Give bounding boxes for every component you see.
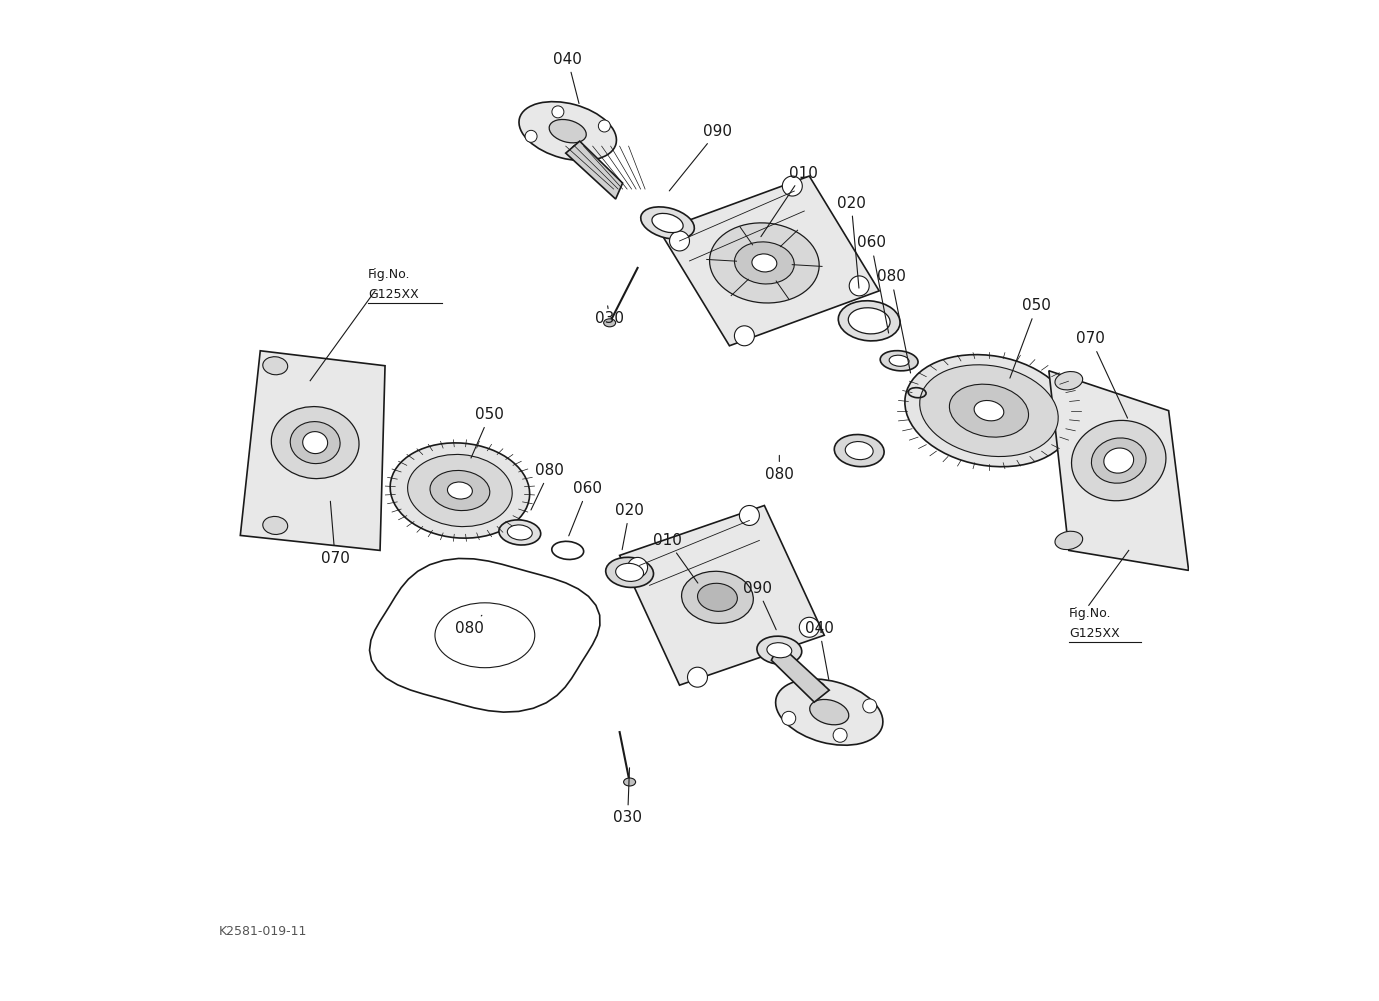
- Text: 080: 080: [877, 269, 910, 373]
- Ellipse shape: [1091, 438, 1146, 483]
- Ellipse shape: [303, 431, 328, 453]
- Ellipse shape: [549, 119, 586, 143]
- Text: 050: 050: [1009, 298, 1051, 378]
- Polygon shape: [619, 506, 825, 685]
- Ellipse shape: [775, 679, 883, 745]
- Ellipse shape: [623, 778, 636, 786]
- Ellipse shape: [1055, 371, 1083, 389]
- Ellipse shape: [1103, 448, 1134, 473]
- Ellipse shape: [735, 242, 794, 284]
- Ellipse shape: [499, 520, 541, 545]
- Text: 040: 040: [805, 621, 834, 680]
- Circle shape: [525, 130, 536, 142]
- Text: 090: 090: [669, 124, 732, 191]
- Text: 080: 080: [455, 616, 484, 636]
- Text: 040: 040: [553, 52, 582, 103]
- Ellipse shape: [889, 355, 909, 366]
- Ellipse shape: [845, 441, 873, 459]
- Circle shape: [571, 144, 583, 156]
- Ellipse shape: [767, 643, 792, 658]
- Text: 070: 070: [321, 502, 349, 566]
- Text: 010: 010: [761, 165, 818, 236]
- Ellipse shape: [681, 572, 753, 624]
- Polygon shape: [771, 645, 829, 702]
- Ellipse shape: [263, 356, 288, 374]
- Ellipse shape: [604, 319, 615, 326]
- Ellipse shape: [408, 454, 512, 527]
- Ellipse shape: [710, 223, 819, 303]
- Ellipse shape: [838, 300, 900, 341]
- Text: 070: 070: [1077, 331, 1128, 418]
- Circle shape: [735, 325, 754, 345]
- Ellipse shape: [1055, 532, 1083, 550]
- Polygon shape: [565, 141, 623, 199]
- Ellipse shape: [752, 254, 776, 272]
- Polygon shape: [1049, 370, 1189, 571]
- Text: 060: 060: [856, 235, 888, 333]
- Ellipse shape: [652, 213, 683, 232]
- Ellipse shape: [809, 700, 849, 725]
- Ellipse shape: [880, 350, 918, 370]
- Circle shape: [863, 699, 877, 713]
- Circle shape: [739, 506, 760, 526]
- Text: 020: 020: [615, 503, 644, 550]
- Circle shape: [670, 231, 690, 251]
- Text: G125XX: G125XX: [1069, 628, 1120, 641]
- Text: G125XX: G125XX: [368, 288, 419, 301]
- Ellipse shape: [905, 354, 1073, 466]
- Ellipse shape: [974, 400, 1004, 420]
- Circle shape: [782, 712, 796, 726]
- Polygon shape: [240, 350, 385, 551]
- Text: 060: 060: [568, 481, 603, 536]
- Circle shape: [627, 558, 648, 578]
- Ellipse shape: [430, 470, 490, 511]
- Text: 080: 080: [531, 463, 564, 510]
- Circle shape: [849, 276, 869, 296]
- Ellipse shape: [272, 406, 359, 478]
- Ellipse shape: [949, 384, 1029, 437]
- Ellipse shape: [507, 525, 532, 540]
- Circle shape: [800, 618, 819, 638]
- Ellipse shape: [641, 207, 695, 239]
- Ellipse shape: [834, 434, 884, 466]
- Text: 010: 010: [654, 533, 698, 584]
- Circle shape: [811, 682, 826, 696]
- Polygon shape: [659, 176, 880, 345]
- Ellipse shape: [390, 442, 530, 539]
- Ellipse shape: [519, 102, 616, 160]
- Ellipse shape: [605, 558, 654, 588]
- Ellipse shape: [263, 517, 288, 535]
- Circle shape: [688, 668, 707, 687]
- Ellipse shape: [447, 482, 473, 499]
- Text: Fig.No.: Fig.No.: [1069, 608, 1111, 621]
- Circle shape: [833, 729, 847, 743]
- Text: Fig.No.: Fig.No.: [368, 268, 411, 281]
- Text: 030: 030: [614, 768, 643, 826]
- Circle shape: [552, 106, 564, 118]
- Ellipse shape: [1071, 420, 1165, 500]
- Ellipse shape: [848, 307, 889, 334]
- Ellipse shape: [698, 584, 738, 612]
- Ellipse shape: [757, 637, 801, 665]
- Ellipse shape: [920, 364, 1058, 456]
- Text: 080: 080: [765, 455, 794, 482]
- Circle shape: [598, 120, 611, 132]
- Circle shape: [782, 176, 803, 196]
- Text: 090: 090: [743, 581, 776, 630]
- Ellipse shape: [290, 421, 341, 463]
- Text: 050: 050: [472, 407, 505, 458]
- Text: 020: 020: [837, 195, 866, 288]
- Text: 030: 030: [596, 306, 625, 326]
- Text: K2581-019-11: K2581-019-11: [218, 925, 306, 938]
- Ellipse shape: [615, 564, 644, 582]
